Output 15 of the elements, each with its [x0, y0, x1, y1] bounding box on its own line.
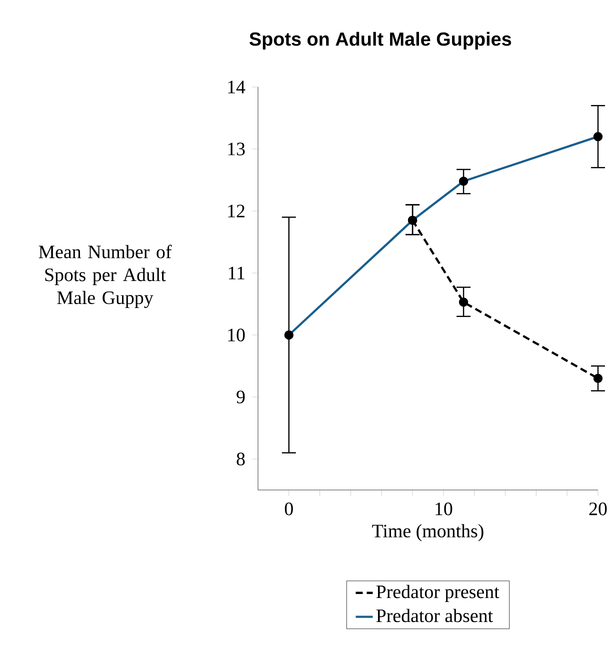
y-tick-label: 11: [229, 266, 244, 280]
x-tick-label: 10: [436, 502, 452, 516]
chart-title: Spots on Adult Male Guppies: [250, 32, 512, 50]
y-tick-label: 14: [228, 80, 246, 94]
x-tick-label: 0: [285, 502, 294, 516]
y-axis-title: Mean Number of Spots per Adult Male Guppy: [38, 244, 172, 308]
y-tick-label: 12: [228, 204, 245, 218]
legend-label: Predator present: [376, 584, 500, 602]
x-axis-title: Time (months): [372, 524, 484, 542]
y-tick-label: 13: [228, 142, 245, 156]
x-tick-label: 20: [589, 502, 607, 516]
y-tick-label: 8: [236, 452, 245, 466]
y-tick-label: 9: [236, 390, 245, 404]
legend-label: Predator absent: [376, 608, 494, 622]
y-tick-label: 10: [228, 328, 245, 342]
